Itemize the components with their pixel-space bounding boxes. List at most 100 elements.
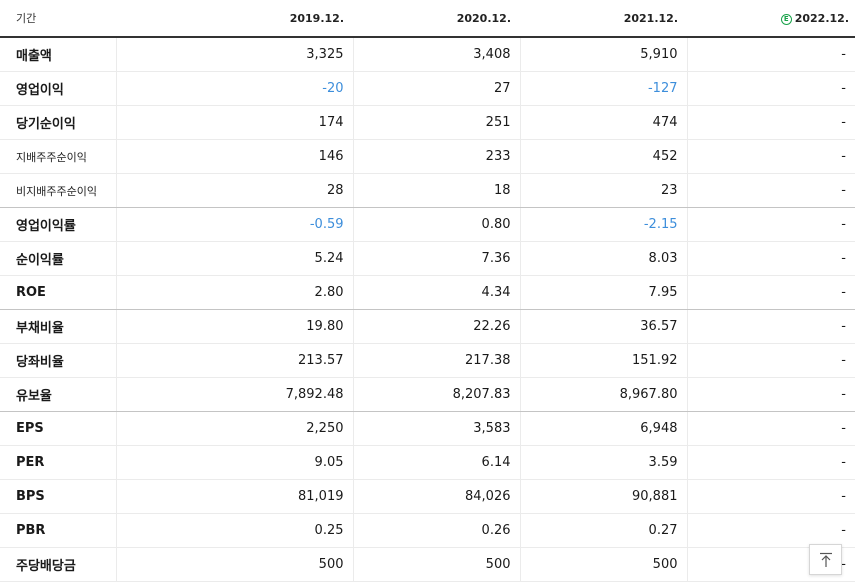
value-cell-2019: 7,892.48 [115,377,353,412]
row-label: ROE [0,275,116,310]
value-cell-2022-estimate: - [686,275,855,310]
value-cell-2019: 0.25 [115,513,353,548]
arrow-up-to-top-icon [820,552,832,567]
table-row: ROE 2.80 4.34 7.95- [0,275,855,310]
value-cell-2022-estimate: - [686,105,855,140]
row-label: BPS [0,479,116,514]
value-cell-2020: 22.26 [352,309,520,344]
value-cell-2022-estimate: - [686,513,855,548]
row-label: 부채비율 [0,309,116,344]
row-label: 지배주주순이익 [0,139,116,174]
value-cell-2022-estimate: - [686,241,855,276]
value-cell-2020: 84,026 [352,479,520,514]
value-cell-2020: 233 [352,139,520,174]
value-cell-2020: 7.36 [352,241,520,276]
value-cell-2020: 18 [352,173,520,208]
table-row: 지배주주순이익 146 233 452- [0,139,855,174]
value-cell-2021: 36.57 [519,309,687,344]
value-cell-2020: 500 [352,547,520,582]
value-cell-2022-estimate: - [686,479,855,514]
table-row: 영업이익 -20 27 -127- [0,71,855,106]
table-row: PBR 0.25 0.26 0.27- [0,513,855,548]
value-cell-2022-estimate: - [686,343,855,378]
table-row: 당기순이익 174 251 474- [0,105,855,140]
period-label-header: 기간 [0,0,116,38]
row-label: 매출액 [0,37,116,72]
value-cell-2021: 500 [519,547,687,582]
value-cell-2019: 213.57 [115,343,353,378]
row-label: 당기순이익 [0,105,116,140]
header-row: 기간 2019.12. 2020.12. 2021.12. E 2022.12. [0,0,855,38]
value-cell-2021: 7.95 [519,275,687,310]
value-cell-2022-estimate: - [686,207,855,242]
value-cell-2022-estimate: - [686,445,855,480]
period-header-2021: 2021.12. [520,0,687,38]
value-cell-2022-estimate: - [686,377,855,412]
value-cell-2022-estimate: - [686,411,855,446]
period-header-2022-estimate: E 2022.12. [687,0,855,38]
row-label: 비지배주주순이익 [0,173,116,208]
value-cell-2019: 2.80 [115,275,353,310]
row-label: 유보율 [0,377,116,412]
period-header-2022-label: 2022.12. [794,11,849,25]
value-cell-2021: -2.15 [519,207,687,242]
table-row: 비지배주주순이익 28 18 23- [0,173,855,208]
table-row: 부채비율 19.80 22.26 36.57- [0,309,855,344]
row-label: PER [0,445,116,480]
value-cell-2020: 0.26 [352,513,520,548]
row-label: 영업이익률 [0,207,116,242]
value-cell-2019: 28 [115,173,353,208]
value-cell-2020: 8,207.83 [352,377,520,412]
value-cell-2021: 0.27 [519,513,687,548]
value-cell-2020: 6.14 [352,445,520,480]
table-body: 매출액 3,325 3,408 5,910- 영업이익 -20 27 -127- 당기순이익 17… [0,37,855,582]
value-cell-2022-estimate: - [686,139,855,174]
row-label: 영업이익 [0,71,116,106]
row-label: EPS [0,411,116,446]
scroll-to-top-button[interactable] [809,544,842,575]
value-cell-2019: 3,325 [115,37,353,72]
table-row: 유보율 7,892.48 8,207.83 8,967.80- [0,377,855,412]
table-row: 순이익률 5.24 7.36 8.03- [0,241,855,276]
value-cell-2021: 8.03 [519,241,687,276]
value-cell-2020: 217.38 [352,343,520,378]
value-cell-2021: 5,910 [519,37,687,72]
row-label: 당좌비율 [0,343,116,378]
value-cell-2019: 9.05 [115,445,353,480]
value-cell-2020: 251 [352,105,520,140]
period-header-2020: 2020.12. [353,0,520,38]
value-cell-2022-estimate: - [686,309,855,344]
row-label: 주당배당금 [0,547,116,582]
value-cell-2019: 81,019 [115,479,353,514]
value-cell-2021: 452 [519,139,687,174]
value-cell-2021: 151.92 [519,343,687,378]
table-row: 당좌비율 213.57 217.38 151.92- [0,343,855,378]
row-label: PBR [0,513,116,548]
table-row: 영업이익률 -0.59 0.80 -2.15- [0,207,855,242]
value-cell-2020: 4.34 [352,275,520,310]
value-cell-2019: 174 [115,105,353,140]
value-cell-2021: 8,967.80 [519,377,687,412]
value-cell-2021: 6,948 [519,411,687,446]
row-label: 순이익률 [0,241,116,276]
value-cell-2021: 3.59 [519,445,687,480]
value-cell-2019: -20 [115,71,353,106]
value-cell-2019: 2,250 [115,411,353,446]
estimate-e-icon: E [780,13,792,25]
value-cell-2019: 19.80 [115,309,353,344]
value-cell-2021: -127 [519,71,687,106]
period-header-2019: 2019.12. [116,0,353,38]
value-cell-2019: 500 [115,547,353,582]
table-row: BPS 81,019 84,026 90,881- [0,479,855,514]
value-cell-2020: 27 [352,71,520,106]
value-cell-2021: 474 [519,105,687,140]
table-row: EPS 2,250 3,583 6,948- [0,411,855,446]
value-cell-2020: 3,408 [352,37,520,72]
value-cell-2021: 23 [519,173,687,208]
value-cell-2022-estimate: - [686,71,855,106]
value-cell-2020: 0.80 [352,207,520,242]
table-row: 매출액 3,325 3,408 5,910- [0,37,855,72]
table-row: PER 9.05 6.14 3.59- [0,445,855,480]
value-cell-2022-estimate: - [686,37,855,72]
